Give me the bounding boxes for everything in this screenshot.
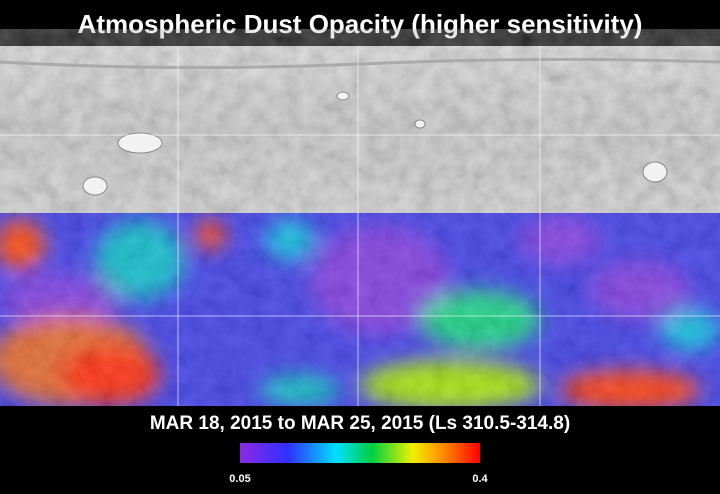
colorbar	[240, 443, 480, 463]
colorbar-tick-label: 0.05	[229, 473, 250, 485]
period-label: MAR 18, 2015 to MAR 25, 2015 (Ls 310.5-3…	[150, 413, 570, 434]
map-title: Atmospheric Dust Opacity (higher sensiti…	[78, 9, 643, 39]
ridge	[0, 57, 720, 70]
volcanoes	[82, 91, 668, 196]
topography-texture	[0, 46, 720, 213]
colorbar-tick-label: 0.4	[472, 473, 488, 485]
dust-layer	[0, 213, 720, 406]
map	[0, 46, 720, 406]
graticule	[0, 46, 720, 406]
colorbar-ticks: 0.05 0.4	[229, 473, 488, 485]
